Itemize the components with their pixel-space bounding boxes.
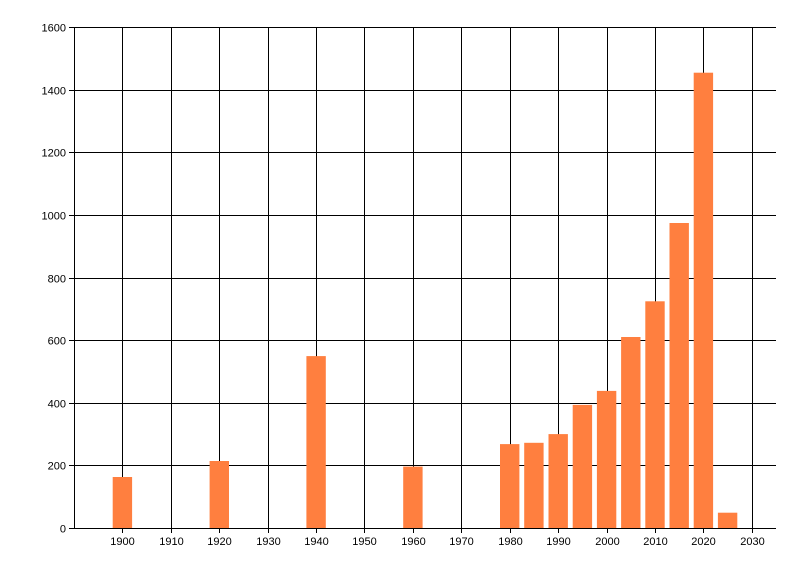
x-tick-label: 1960 (401, 536, 425, 548)
x-tick-label: 1950 (352, 536, 376, 548)
y-tick-label: 0 (60, 524, 66, 536)
x-tick-label: 1910 (159, 536, 183, 548)
x-tick-label: 1980 (498, 536, 522, 548)
tick-labels: 0 200 400 600 800 1000 1200 1400 1600 1900 1910 192… (42, 23, 765, 549)
bar-2015 (669, 223, 689, 528)
bar-1960 (403, 466, 423, 528)
bar-1995 (572, 404, 593, 528)
bar-2020 (693, 72, 714, 528)
y-tick-label: 600 (48, 336, 66, 348)
x-tick-label: 2020 (691, 536, 715, 548)
x-tick-label: 1930 (256, 536, 280, 548)
y-tick-label: 800 (48, 274, 66, 286)
y-tick-label: 200 (48, 461, 66, 473)
x-tick-label: 1900 (110, 536, 134, 548)
x-tick-label: 1920 (207, 536, 231, 548)
bars (112, 72, 738, 528)
bar-1920 (209, 461, 229, 528)
x-tick-label: 2010 (643, 536, 667, 548)
bar-1990 (548, 434, 568, 528)
bar-1980 (500, 444, 520, 528)
y-tick-label: 1000 (42, 211, 66, 223)
bar-1940 (306, 356, 326, 528)
x-tick-label: 2030 (740, 536, 764, 548)
y-tick-label: 1400 (42, 86, 66, 98)
axes (69, 27, 776, 533)
bar-2005 (621, 337, 641, 528)
y-tick-label: 1600 (42, 23, 66, 35)
bar-1985 (524, 442, 544, 528)
y-tick-label: 1200 (42, 148, 66, 160)
x-tick-label: 1970 (449, 536, 473, 548)
bar-2025 (717, 512, 738, 528)
bar-2010 (645, 301, 665, 528)
x-tick-label: 2000 (595, 536, 619, 548)
y-tick-label: 400 (48, 399, 66, 411)
bar-1900 (112, 477, 133, 528)
bar-2000 (596, 390, 617, 528)
x-tick-label: 1940 (304, 536, 328, 548)
x-tick-label: 1990 (546, 536, 570, 548)
